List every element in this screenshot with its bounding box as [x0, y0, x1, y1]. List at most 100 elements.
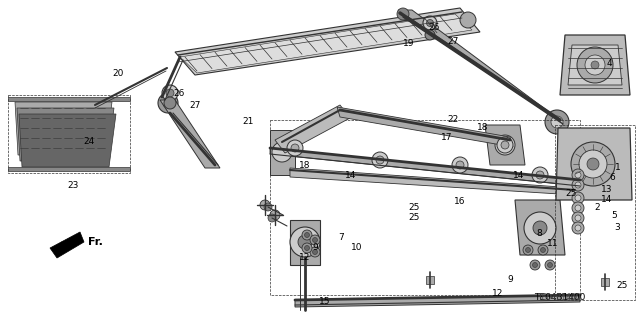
- Circle shape: [166, 89, 174, 97]
- Circle shape: [587, 158, 599, 170]
- Circle shape: [501, 141, 509, 149]
- Polygon shape: [290, 168, 575, 195]
- Polygon shape: [8, 167, 130, 171]
- Polygon shape: [50, 232, 84, 258]
- Circle shape: [575, 205, 581, 211]
- Text: 27: 27: [447, 38, 459, 47]
- Circle shape: [545, 110, 569, 134]
- Circle shape: [272, 142, 292, 162]
- Circle shape: [532, 263, 538, 268]
- Circle shape: [425, 30, 435, 40]
- Text: 6: 6: [609, 174, 615, 182]
- Text: 12: 12: [300, 254, 310, 263]
- Text: 20: 20: [112, 69, 124, 78]
- Circle shape: [572, 179, 584, 191]
- Bar: [555, 125, 635, 300]
- Text: 25: 25: [616, 280, 628, 290]
- Circle shape: [260, 200, 270, 210]
- Circle shape: [312, 249, 317, 255]
- Polygon shape: [398, 10, 568, 126]
- Circle shape: [310, 247, 320, 257]
- Circle shape: [579, 150, 607, 178]
- Text: 7: 7: [338, 233, 344, 241]
- Circle shape: [298, 235, 312, 249]
- Text: 14: 14: [602, 196, 612, 204]
- Circle shape: [291, 144, 299, 152]
- Text: 12: 12: [492, 290, 504, 299]
- Circle shape: [497, 137, 513, 153]
- Circle shape: [541, 248, 545, 253]
- Polygon shape: [175, 8, 480, 75]
- Polygon shape: [568, 45, 622, 85]
- Text: 18: 18: [477, 123, 489, 132]
- Text: 9: 9: [507, 276, 513, 285]
- Text: TE04B1400: TE04B1400: [534, 293, 586, 302]
- Circle shape: [302, 243, 312, 253]
- Text: 26: 26: [428, 23, 440, 32]
- Circle shape: [460, 12, 476, 28]
- Circle shape: [163, 98, 173, 108]
- Text: 25: 25: [408, 203, 420, 211]
- Text: 4: 4: [606, 60, 612, 69]
- Text: 21: 21: [243, 117, 253, 127]
- Circle shape: [577, 47, 613, 83]
- Circle shape: [572, 212, 584, 224]
- Circle shape: [372, 152, 388, 168]
- Text: 2: 2: [594, 204, 600, 212]
- Bar: [426, 276, 434, 284]
- Text: 19: 19: [403, 39, 415, 48]
- Circle shape: [575, 172, 581, 178]
- Polygon shape: [15, 102, 112, 155]
- Text: 18: 18: [300, 161, 311, 170]
- Polygon shape: [180, 14, 472, 73]
- Circle shape: [575, 182, 581, 188]
- Circle shape: [456, 161, 464, 169]
- Polygon shape: [560, 35, 630, 95]
- Circle shape: [302, 230, 312, 240]
- Text: 16: 16: [454, 197, 466, 206]
- Circle shape: [551, 116, 563, 128]
- Polygon shape: [19, 114, 116, 167]
- Polygon shape: [270, 130, 295, 175]
- Text: Fr.: Fr.: [88, 237, 102, 247]
- Circle shape: [536, 171, 544, 179]
- Text: 14: 14: [346, 172, 356, 181]
- Polygon shape: [270, 148, 580, 186]
- Polygon shape: [8, 97, 130, 101]
- Circle shape: [495, 135, 515, 155]
- Circle shape: [532, 167, 548, 183]
- Text: 24: 24: [83, 137, 95, 145]
- Text: 25: 25: [408, 213, 420, 222]
- Text: 26: 26: [173, 88, 185, 98]
- Circle shape: [585, 55, 605, 75]
- Circle shape: [524, 212, 556, 244]
- Text: TE04B1400: TE04B1400: [538, 293, 582, 302]
- Circle shape: [164, 97, 176, 109]
- Circle shape: [426, 19, 433, 26]
- Text: 5: 5: [611, 211, 617, 220]
- Polygon shape: [17, 108, 114, 161]
- Polygon shape: [485, 125, 525, 165]
- Circle shape: [270, 210, 280, 220]
- Circle shape: [525, 248, 531, 253]
- Text: 1: 1: [615, 164, 621, 173]
- Circle shape: [523, 245, 533, 255]
- Text: 22: 22: [447, 115, 459, 124]
- Circle shape: [571, 142, 615, 186]
- Circle shape: [162, 85, 178, 101]
- Text: 9: 9: [312, 242, 318, 251]
- Text: 27: 27: [189, 101, 201, 110]
- Circle shape: [538, 245, 548, 255]
- Text: 14: 14: [513, 172, 525, 181]
- Bar: [601, 278, 609, 286]
- Text: 8: 8: [536, 229, 542, 239]
- Circle shape: [572, 202, 584, 214]
- Text: 25: 25: [565, 189, 577, 197]
- Circle shape: [290, 227, 320, 257]
- Circle shape: [312, 238, 317, 242]
- Polygon shape: [556, 128, 632, 200]
- Text: 17: 17: [441, 132, 452, 142]
- Bar: [8, 95, 130, 173]
- Text: 23: 23: [67, 181, 79, 189]
- Text: 10: 10: [351, 243, 363, 253]
